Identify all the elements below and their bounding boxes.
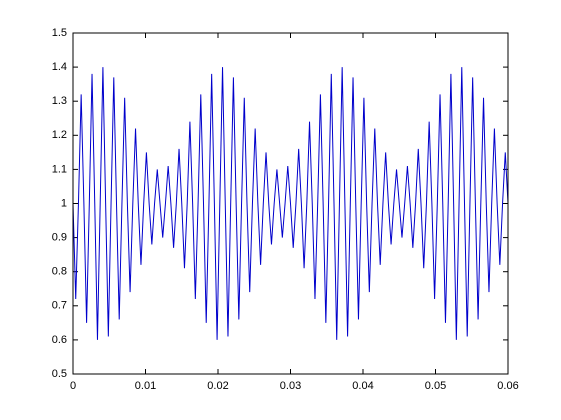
x-tick-label: 0.02 — [207, 380, 228, 392]
y-tick-label: 0.7 — [52, 300, 67, 312]
y-tick-label: 1.5 — [52, 27, 67, 39]
y-tick-label: 1.1 — [52, 163, 67, 175]
x-tick-label: 0 — [70, 380, 76, 392]
x-tick-label: 0.06 — [497, 380, 518, 392]
y-tick-label: 0.9 — [52, 232, 67, 244]
y-tick-label: 0.6 — [52, 334, 67, 346]
x-tick-label: 0.04 — [352, 380, 373, 392]
y-tick-label: 0.5 — [52, 368, 67, 380]
y-tick-label: 0.8 — [52, 266, 67, 278]
data-line — [72, 67, 509, 340]
x-tick-label: 0.03 — [280, 380, 301, 392]
x-tick-label: 0.01 — [135, 380, 156, 392]
axes-box — [72, 32, 509, 375]
y-tick-label: 1.4 — [52, 61, 67, 73]
x-tick-label: 0.05 — [425, 380, 446, 392]
y-tick-label: 1.2 — [52, 129, 67, 141]
y-tick-label: 1 — [61, 197, 67, 209]
y-tick-label: 1.3 — [52, 95, 67, 107]
